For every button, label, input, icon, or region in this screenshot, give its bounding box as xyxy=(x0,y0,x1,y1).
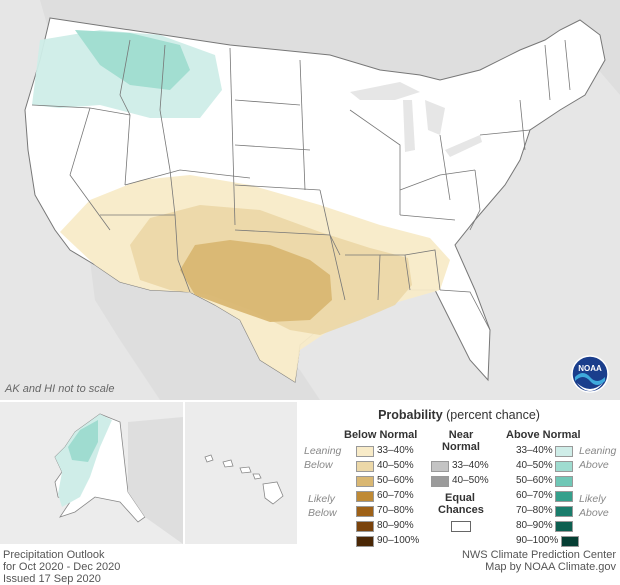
legend-above-entry: 33–40% xyxy=(516,445,576,457)
likely-above-label: Likely Above xyxy=(579,493,609,519)
legend-swatch xyxy=(356,520,374,532)
legend-above-entry: 80–90% xyxy=(516,520,576,532)
scale-note: AK and HI not to scale xyxy=(5,383,115,395)
legend-swatch xyxy=(431,475,449,487)
legend-swatch xyxy=(356,475,374,487)
legend-below-entry: 40–50% xyxy=(356,460,414,472)
legend-above-entry: 90–100% xyxy=(516,535,582,547)
legend-near-entry: 40–50% xyxy=(431,475,489,487)
footer-right: NWS Climate Prediction Center Map by NOA… xyxy=(462,549,616,573)
legend-above-entry: 40–50% xyxy=(516,460,576,472)
legend-swatch xyxy=(555,520,574,532)
equal-chances-label: Equal Chances xyxy=(438,492,484,516)
leaning-above-label: Leaning Above xyxy=(579,445,617,471)
legend-above-entry: 70–80% xyxy=(516,505,576,517)
legend-near-entry: 33–40% xyxy=(431,460,489,472)
lake-erie xyxy=(445,135,482,157)
leaning-below-label: Leaning Below xyxy=(304,445,342,471)
noaa-logo: NOAA xyxy=(571,355,609,393)
florida-outline xyxy=(439,289,491,331)
equal-chances-swatch xyxy=(451,521,471,532)
outlook-period: for Oct 2020 - Dec 2020 xyxy=(3,561,121,573)
state-borders xyxy=(31,39,571,301)
legend-swatch xyxy=(356,445,374,457)
near-normal-header: Near Normal xyxy=(442,429,480,453)
legend-swatch xyxy=(555,490,574,502)
above-normal-40-50-region xyxy=(75,30,190,90)
hawaii-inset xyxy=(185,402,297,544)
below-normal-50-60-region xyxy=(180,240,332,322)
lake-huron xyxy=(425,100,445,135)
legend: Probability (percent chance) Below Norma… xyxy=(298,402,620,548)
legend-below-entry: 33–40% xyxy=(356,445,414,457)
likely-below-label: Likely Below xyxy=(308,493,337,519)
below-normal-header: Below Normal xyxy=(344,429,418,441)
legend-below-entry: 70–80% xyxy=(356,505,414,517)
legend-below-entry: 90–100% xyxy=(356,535,419,547)
legend-swatch xyxy=(555,475,574,487)
legend-swatch xyxy=(356,505,374,517)
legend-title: Probability (percent chance) xyxy=(378,408,540,422)
legend-swatch xyxy=(555,445,574,457)
conus-map xyxy=(0,0,620,400)
legend-swatch xyxy=(555,505,574,517)
footer-left: Precipitation Outlook for Oct 2020 - Dec… xyxy=(3,549,120,585)
legend-swatch xyxy=(356,535,374,547)
issued-date: Issued 17 Sep 2020 xyxy=(3,573,101,585)
above-normal-header: Above Normal xyxy=(506,429,581,441)
credit-climate-gov: Map by NOAA Climate.gov xyxy=(485,561,616,573)
legend-below-entry: 80–90% xyxy=(356,520,414,532)
legend-swatch xyxy=(356,460,374,472)
mexico-land xyxy=(90,260,320,400)
lake-superior xyxy=(350,82,420,100)
legend-swatch xyxy=(356,490,374,502)
outlook-title: Precipitation Outlook xyxy=(3,549,105,561)
hawaii-islands xyxy=(204,454,284,505)
legend-below-entry: 60–70% xyxy=(356,490,414,502)
legend-swatch xyxy=(431,460,449,472)
legend-below-entry: 50–60% xyxy=(356,475,414,487)
legend-swatch xyxy=(555,460,574,472)
lake-michigan xyxy=(403,100,415,152)
alaska-inset xyxy=(0,402,183,544)
legend-above-entry: 50–60% xyxy=(516,475,576,487)
legend-above-entry: 60–70% xyxy=(516,490,576,502)
credit-cpc: NWS Climate Prediction Center xyxy=(461,549,616,561)
noaa-logo-text: NOAA xyxy=(578,364,602,373)
canada-ak-land xyxy=(128,417,183,544)
legend-swatch xyxy=(561,535,580,547)
alaska-above-40-50 xyxy=(68,420,98,462)
